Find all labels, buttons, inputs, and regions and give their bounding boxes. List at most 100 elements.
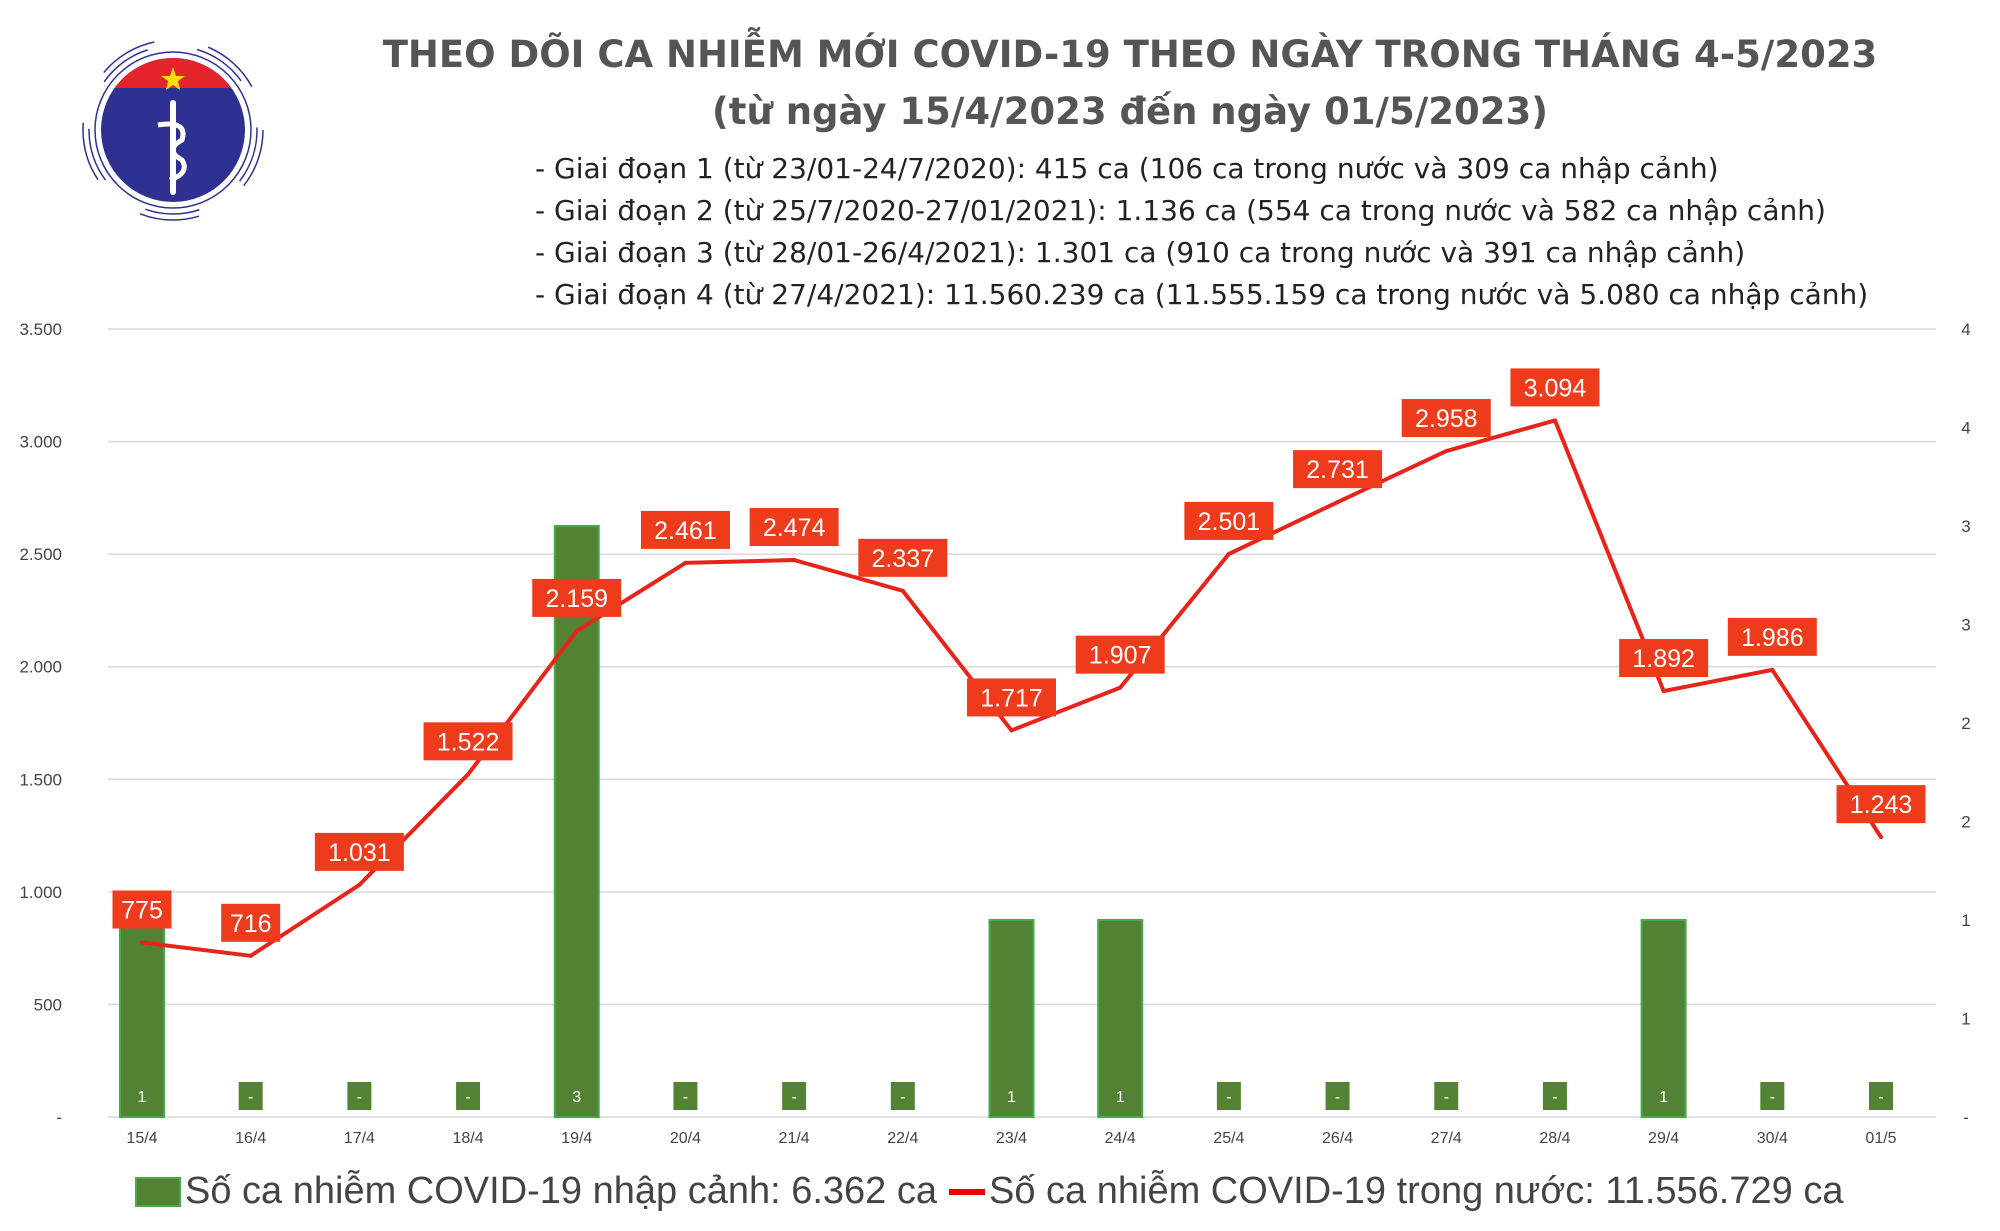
data-label-box: [112, 890, 172, 929]
line-point: [1335, 500, 1340, 505]
data-label-box: [221, 903, 281, 942]
phase-3-text: - Giai đoạn 3 (từ 28/01-26/4/2021): 1.30…: [535, 236, 1746, 269]
data-label-box: [1836, 785, 1926, 824]
bar-label-box: [1760, 1082, 1785, 1110]
line-point: [792, 557, 797, 562]
left-axis-tick: 2.500: [19, 545, 62, 564]
line-point: [357, 882, 362, 887]
phase-1-text: - Giai đoạn 1 (từ 23/01-24/7/2020): 415 …: [535, 152, 1719, 185]
right-axis-tick: 3: [1961, 616, 1970, 635]
data-label: 2.474: [763, 514, 826, 542]
bar-label: -: [1552, 1089, 1557, 1106]
left-axis-tick: 3.500: [19, 320, 62, 339]
bar-label: -: [683, 1089, 688, 1106]
line-point: [683, 560, 688, 565]
data-label: 1.522: [437, 728, 500, 756]
x-axis-tick: 29/4: [1648, 1130, 1679, 1147]
x-axis-tick: 20/4: [670, 1130, 701, 1147]
bar-label: 3: [572, 1089, 581, 1106]
x-axis-tick: 24/4: [1105, 1130, 1136, 1147]
chart-title: THEO DÕI CA NHIỄM MỚI COVID-19 THEO NGÀY…: [382, 33, 1878, 76]
bar-label: -: [1226, 1089, 1231, 1106]
data-label-box: [1401, 399, 1491, 438]
bar-label-box: [1542, 1082, 1567, 1110]
line-point: [1118, 685, 1123, 690]
x-axis-tick: 18/4: [452, 1130, 483, 1147]
data-label-box: [1727, 617, 1817, 656]
legend-line-label: Số ca nhiễm COVID-19 trong nước: 11.556.…: [989, 1170, 1844, 1212]
phase-4-text: - Giai đoạn 4 (từ 27/4/2021): 11.560.239…: [535, 278, 1869, 311]
left-axis-tick: 500: [34, 995, 62, 1014]
data-label: 1.907: [1089, 642, 1152, 670]
bar-label-box: [1216, 1082, 1241, 1110]
bar: [553, 525, 600, 1118]
bar-label-box: [347, 1082, 372, 1110]
legend-line-swatch: [949, 1188, 986, 1195]
bar-label: -: [248, 1089, 253, 1106]
data-label: 2.501: [1198, 508, 1261, 536]
data-label-box: [1293, 450, 1383, 489]
data-label: 3.094: [1524, 374, 1587, 402]
left-axis-tick: 2.000: [19, 658, 62, 677]
x-axis-tick: 26/4: [1322, 1130, 1353, 1147]
x-axis-tick: 23/4: [996, 1130, 1027, 1147]
x-axis-tick: 15/4: [126, 1130, 157, 1147]
x-axis-tick: 22/4: [887, 1130, 918, 1147]
data-label-box: [749, 507, 839, 546]
bar-label: -: [1770, 1089, 1775, 1106]
right-axis-tick: 4: [1961, 419, 1970, 438]
bar-label-box: [782, 1082, 807, 1110]
bar-label: -: [900, 1089, 905, 1106]
data-label: 1.243: [1850, 791, 1913, 819]
bar-label-box: [564, 1082, 589, 1110]
data-label-box: [1510, 368, 1600, 407]
right-axis-tick: 2: [1961, 714, 1970, 733]
bar-label: -: [1444, 1089, 1449, 1106]
line-point: [1661, 689, 1666, 694]
data-label-box: [640, 510, 730, 549]
bar-label: -: [1335, 1089, 1340, 1106]
right-axis-tick: 3: [1961, 517, 1970, 536]
left-axis-tick: 3.000: [19, 433, 62, 452]
line-point: [1552, 418, 1557, 423]
data-label: 1.717: [980, 684, 1043, 712]
line-point: [1444, 449, 1449, 454]
bar-label: 1: [138, 1089, 147, 1106]
data-label: 1.986: [1741, 624, 1804, 652]
data-label-box: [1075, 635, 1165, 674]
right-axis-tick: -: [1963, 1108, 1969, 1127]
line-point: [1226, 551, 1231, 556]
x-axis-tick: 30/4: [1757, 1130, 1788, 1147]
line-point: [1879, 835, 1883, 840]
x-axis-tick: 27/4: [1431, 1130, 1462, 1147]
bar-label: -: [1878, 1089, 1883, 1106]
data-label-box: [1184, 501, 1274, 540]
line-point: [1770, 667, 1775, 672]
left-axis-tick: -: [56, 1108, 62, 1127]
data-label-box: [1619, 639, 1709, 678]
bar-label: 1: [1007, 1089, 1016, 1106]
data-label: 2.731: [1306, 456, 1369, 484]
x-axis-tick: 21/4: [779, 1130, 810, 1147]
left-axis-tick: 1.000: [19, 883, 62, 902]
left-axis-tick: 1.500: [19, 770, 62, 789]
x-axis-tick: 25/4: [1213, 1130, 1244, 1147]
bar-label: -: [357, 1089, 362, 1106]
bar-label-box: [130, 1082, 154, 1110]
legend-bar-label: Số ca nhiễm COVID-19 nhập cảnh: 6.362 ca: [185, 1170, 938, 1212]
x-axis-tick: 19/4: [561, 1130, 592, 1147]
data-label: 2.958: [1415, 405, 1478, 433]
data-label: 775: [121, 897, 163, 925]
data-label-box: [532, 578, 622, 617]
legend: Số ca nhiễm COVID-19 nhập cảnh: 6.362 ca…: [135, 1170, 1843, 1213]
bar-label-box: [673, 1082, 698, 1110]
bar-label: -: [465, 1089, 470, 1106]
data-label: 1.892: [1632, 645, 1695, 673]
data-label: 2.159: [545, 585, 608, 613]
bar-label-box: [1434, 1082, 1459, 1110]
x-axis-tick: 28/4: [1539, 1130, 1570, 1147]
bar-label-box: [1651, 1082, 1676, 1110]
bar-label-box: [999, 1082, 1024, 1110]
right-axis-tick: 1: [1961, 1010, 1970, 1029]
